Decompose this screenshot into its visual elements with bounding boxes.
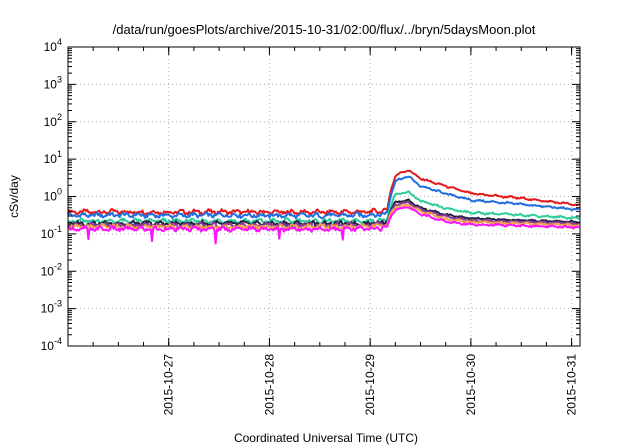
y-tick-label: 10-1 [41, 224, 62, 241]
x-tick-label: 2015-10-28 [262, 354, 276, 416]
y-tick-label: 103 [44, 74, 62, 91]
y-ticks: 10-4 10-3 10-2 10-1 100 101 102 103 104 [41, 37, 580, 353]
y-tick-label: 100 [44, 187, 62, 204]
chart-title: /data/run/goesPlots/archive/2015-10-31/0… [113, 22, 536, 37]
y-tick-label: 102 [44, 112, 62, 129]
series-group [67, 169, 580, 245]
y-axis-label: cSv/day [7, 175, 21, 218]
y-tick-label: 10-2 [41, 261, 62, 278]
x-axis-label: Coordinated Universal Time (UTC) [234, 431, 418, 445]
y-tick-label: 104 [44, 37, 62, 54]
x-tick-label: 2015-10-30 [464, 354, 478, 416]
series-line [67, 206, 580, 245]
series-line [67, 175, 580, 220]
x-tick-label: 2015-10-31 [565, 354, 579, 416]
x-tick-label: 2015-10-29 [363, 354, 377, 416]
series-line [67, 203, 580, 231]
series-line [67, 190, 580, 225]
x-ticks: 2015-10-27 2015-10-28 2015-10-29 2015-10-30… [67, 47, 579, 416]
series-line [67, 169, 580, 216]
y-tick-label: 10-3 [41, 299, 62, 316]
y-tick-label: 10-4 [41, 336, 62, 353]
y-tick-label: 101 [44, 149, 62, 166]
x-tick-label: 2015-10-27 [162, 354, 176, 416]
